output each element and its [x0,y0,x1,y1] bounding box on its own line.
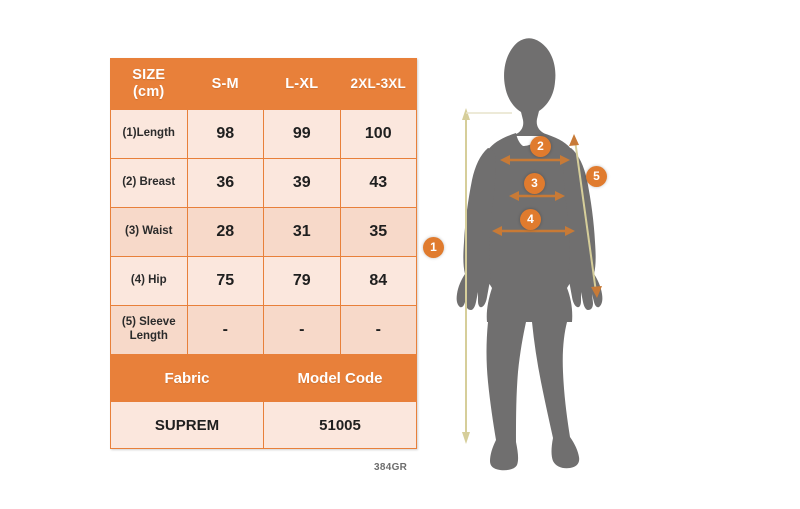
header-column-2xl-3xl: 2XL-3XL [339,58,417,110]
hip-measure-arrow [492,226,575,236]
female-silhouette-diagram [456,38,603,471]
length-measure-arrow [462,108,512,444]
table-header-row: SIZE (cm) S-M L-XL 2XL-3XL [110,58,417,110]
table-row: (3) Waist 28 31 35 [110,207,417,257]
table-row: (4) Hip 75 79 84 [110,256,417,306]
sleeve-measure-arrow [569,134,602,298]
footer-header-fabric: Fabric [110,354,264,402]
table-row: (5) Sleeve Length - - - [110,305,417,355]
measurement-figure: 1 2 3 4 5 [420,0,800,509]
table-row: (1)Length 98 99 100 [110,109,417,159]
cell-breast-s-m: 36 [186,158,264,208]
cell-sleeve-l-xl: - [263,305,341,355]
size-chart-table: SIZE (cm) S-M L-XL 2XL-3XL (1)Length 98 … [110,58,417,449]
sku-code-label: 384GR [374,462,408,473]
marker-badge-1: 1 [423,237,444,258]
marker-badge-5: 5 [586,166,607,187]
header-size-line2: (cm) [133,84,165,100]
cell-length-2xl-3xl: 100 [339,109,417,159]
breast-measure-arrow [500,155,570,165]
footer-value-fabric: SUPREM [110,401,264,449]
row-label-sleeve-length: (5) Sleeve Length [110,305,188,355]
header-size-line1: SIZE [132,67,166,84]
marker-badge-3: 3 [524,173,545,194]
table-footer-value-row: SUPREM 51005 [110,401,417,449]
footer-header-model-code: Model Code [263,354,417,402]
cell-waist-s-m: 28 [186,207,264,257]
header-size-label: SIZE (cm) [110,58,188,110]
cell-breast-l-xl: 39 [263,158,341,208]
silhouette-shape [456,38,603,471]
cell-sleeve-2xl-3xl: - [339,305,417,355]
row-label-hip: (4) Hip [110,256,188,306]
marker-badge-2: 2 [530,136,551,157]
header-column-l-xl: L-XL [263,58,341,110]
cell-waist-l-xl: 31 [263,207,341,257]
row-label-waist: (3) Waist [110,207,188,257]
cell-length-s-m: 98 [186,109,264,159]
cell-length-l-xl: 99 [263,109,341,159]
cell-hip-2xl-3xl: 84 [339,256,417,306]
cell-sleeve-s-m: - [186,305,264,355]
table-row: (2) Breast 36 39 43 [110,158,417,208]
cell-breast-2xl-3xl: 43 [339,158,417,208]
waist-measure-arrow [509,191,565,201]
marker-badge-4: 4 [520,209,541,230]
cell-waist-2xl-3xl: 35 [339,207,417,257]
row-label-breast: (2) Breast [110,158,188,208]
cell-hip-l-xl: 79 [263,256,341,306]
header-column-s-m: S-M [186,58,264,110]
row-label-length: (1)Length [110,109,188,159]
footer-value-model-code: 51005 [263,401,417,449]
cell-hip-s-m: 75 [186,256,264,306]
table-footer-header-row: Fabric Model Code [110,354,417,402]
